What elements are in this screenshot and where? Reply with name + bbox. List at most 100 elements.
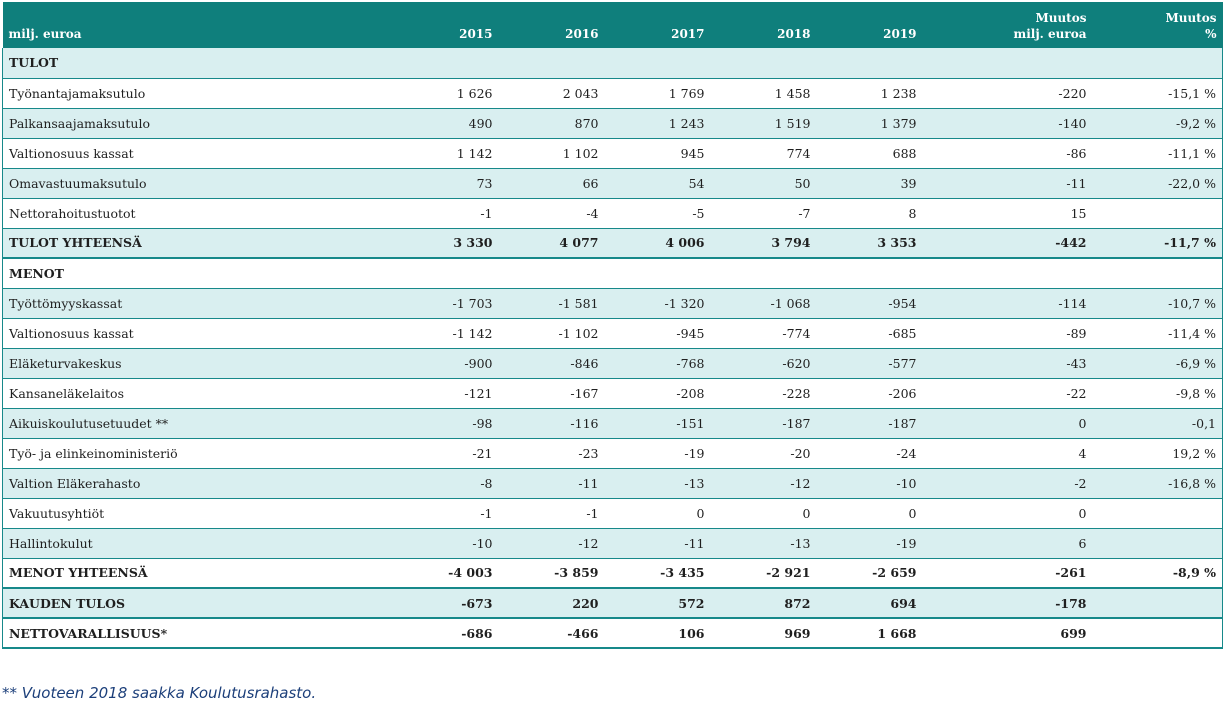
row-label: MENOT YHTEENSÄ	[2, 558, 393, 589]
year-value-cell: 8	[816, 198, 923, 229]
change-pct-cell: -0,1	[1092, 408, 1223, 439]
change-pct-cell: -11,4 %	[1092, 318, 1223, 349]
change-pct-cell: -10,7 %	[1092, 288, 1223, 319]
year-value-cell	[816, 258, 923, 289]
year-value-cell: 870	[498, 108, 605, 139]
year-value-cell: -577	[816, 348, 923, 379]
year-value-cell: -1 142	[392, 318, 499, 349]
year-value-cell: -167	[498, 378, 605, 409]
year-value-cell: 1 238	[816, 78, 923, 109]
year-value-cell: -4 003	[392, 558, 499, 589]
change-cell: -261	[922, 558, 1093, 589]
year-value-cell: 220	[498, 588, 605, 619]
year-value-cell: 774	[710, 138, 817, 169]
table-row: Valtionosuus kassat 1 142 1 102 945 774 688 -8…	[2, 138, 1223, 169]
year-value-cell: -10	[392, 528, 499, 559]
year-value-cell: 106	[604, 618, 711, 649]
row-label: Vakuutusyhtiöt	[2, 498, 393, 529]
year-value-cell	[604, 258, 711, 289]
year-value-cell: -1 068	[710, 288, 817, 319]
year-value-cell: 1 102	[498, 138, 605, 169]
change-cell: 699	[922, 618, 1093, 649]
year-value-cell: -1	[392, 198, 499, 229]
year-value-cell: 0	[604, 498, 711, 529]
header-change-line1: Muutos	[1035, 11, 1087, 25]
table-row: Kansaneläkelaitos -121 -167 -208 -228 -206 -22…	[2, 378, 1223, 409]
year-value-cell	[498, 258, 605, 289]
year-value-cell: -13	[604, 468, 711, 499]
year-value-cell: -10	[816, 468, 923, 499]
row-label: NETTOVARALLISUUS*	[2, 618, 393, 649]
table-row: Valtionosuus kassat -1 142 -1 102 -945 -774-…	[2, 318, 1223, 349]
year-value-cell: 54	[604, 168, 711, 199]
change-pct-cell: 19,2 %	[1092, 438, 1223, 469]
year-value-cell: 945	[604, 138, 711, 169]
year-value-cell: 969	[710, 618, 817, 649]
footnote: ** Vuoteen 2018 saakka Koulutusrahasto.	[2, 684, 317, 702]
year-value-cell: 1 626	[392, 78, 499, 109]
header-year: 2016	[565, 27, 599, 41]
header-change: Muutos milj. euroa	[923, 2, 1093, 48]
year-value-cell: -208	[604, 378, 711, 409]
change-cell: -178	[922, 588, 1093, 619]
table-header: milj. euroa 2015 2016 2017 2018 2019 Muu…	[2, 2, 1223, 48]
change-pct-cell	[1092, 528, 1223, 559]
year-value-cell: -846	[498, 348, 605, 379]
year-value-cell: -12	[710, 468, 817, 499]
year-value-cell: 1 142	[392, 138, 499, 169]
change-pct-cell: -11,7 %	[1092, 228, 1223, 259]
year-value-cell	[498, 48, 605, 79]
change-cell: -89	[922, 318, 1093, 349]
header-year: 2015	[459, 27, 493, 41]
year-value-cell: -1 581	[498, 288, 605, 319]
change-cell: -114	[922, 288, 1093, 319]
row-label: TULOT	[2, 48, 393, 79]
section-row: MENOT	[2, 258, 1223, 289]
table-row: Aikuiskoulutusetuudet ** -98 -116 -151 -187-…	[2, 408, 1223, 439]
year-value-cell: 1 769	[604, 78, 711, 109]
row-label: Eläketurvakeskus	[2, 348, 393, 379]
year-value-cell: -900	[392, 348, 499, 379]
change-cell: -22	[922, 378, 1093, 409]
year-value-cell: 3 330	[392, 228, 499, 259]
year-value-cell: -19	[816, 528, 923, 559]
year-value-cell: -187	[816, 408, 923, 439]
change-cell: -140	[922, 108, 1093, 139]
year-value-cell: -954	[816, 288, 923, 319]
row-label: Omavastuumaksutulo	[2, 168, 393, 199]
table-body: TULOT Työnantajamaksutulo 1 626 2 043 1 769 1…	[2, 48, 1223, 649]
year-value-cell: 872	[710, 588, 817, 619]
year-value-cell: -5	[604, 198, 711, 229]
year-value-cell: -1 703	[392, 288, 499, 319]
row-label: TULOT YHTEENSÄ	[2, 228, 393, 259]
change-cell: -220	[922, 78, 1093, 109]
change-pct-cell: -9,8 %	[1092, 378, 1223, 409]
change-pct-cell	[1092, 198, 1223, 229]
total-row: TULOT YHTEENSÄ 3 330 4 077 4 006 3 794 3 353-…	[2, 228, 1223, 259]
year-value-cell: -228	[710, 378, 817, 409]
year-value-cell: -206	[816, 378, 923, 409]
year-value-cell	[710, 258, 817, 289]
header-change-pct: Muutos%	[1093, 2, 1223, 48]
year-value-cell: -686	[392, 618, 499, 649]
table-row: Työttömyyskassat -1 703 -1 581 -1 320 -1 068…	[2, 288, 1223, 319]
year-value-cell: 0	[710, 498, 817, 529]
year-value-cell: -98	[392, 408, 499, 439]
year-value-cell: -774	[710, 318, 817, 349]
header-change-line2: milj. euroa	[1013, 27, 1087, 41]
year-value-cell: -12	[498, 528, 605, 559]
year-value-cell: -187	[710, 408, 817, 439]
header-year: 2018	[777, 27, 811, 41]
change-pct-cell: -9,2 %	[1092, 108, 1223, 139]
change-pct-cell	[1092, 588, 1223, 619]
year-value-cell: 2 043	[498, 78, 605, 109]
change-cell: -11	[922, 168, 1093, 199]
change-pct-cell	[1092, 48, 1223, 79]
row-label: Työnantajamaksutulo	[2, 78, 393, 109]
year-value-cell: -2 921	[710, 558, 817, 589]
change-pct-cell: -11,1 %	[1092, 138, 1223, 169]
table-row: Nettorahoitustuotot -1 -4 -5 -7 8 15	[2, 198, 1223, 229]
year-value-cell: -1 102	[498, 318, 605, 349]
row-label: Nettorahoitustuotot	[2, 198, 393, 229]
year-value-cell: 66	[498, 168, 605, 199]
